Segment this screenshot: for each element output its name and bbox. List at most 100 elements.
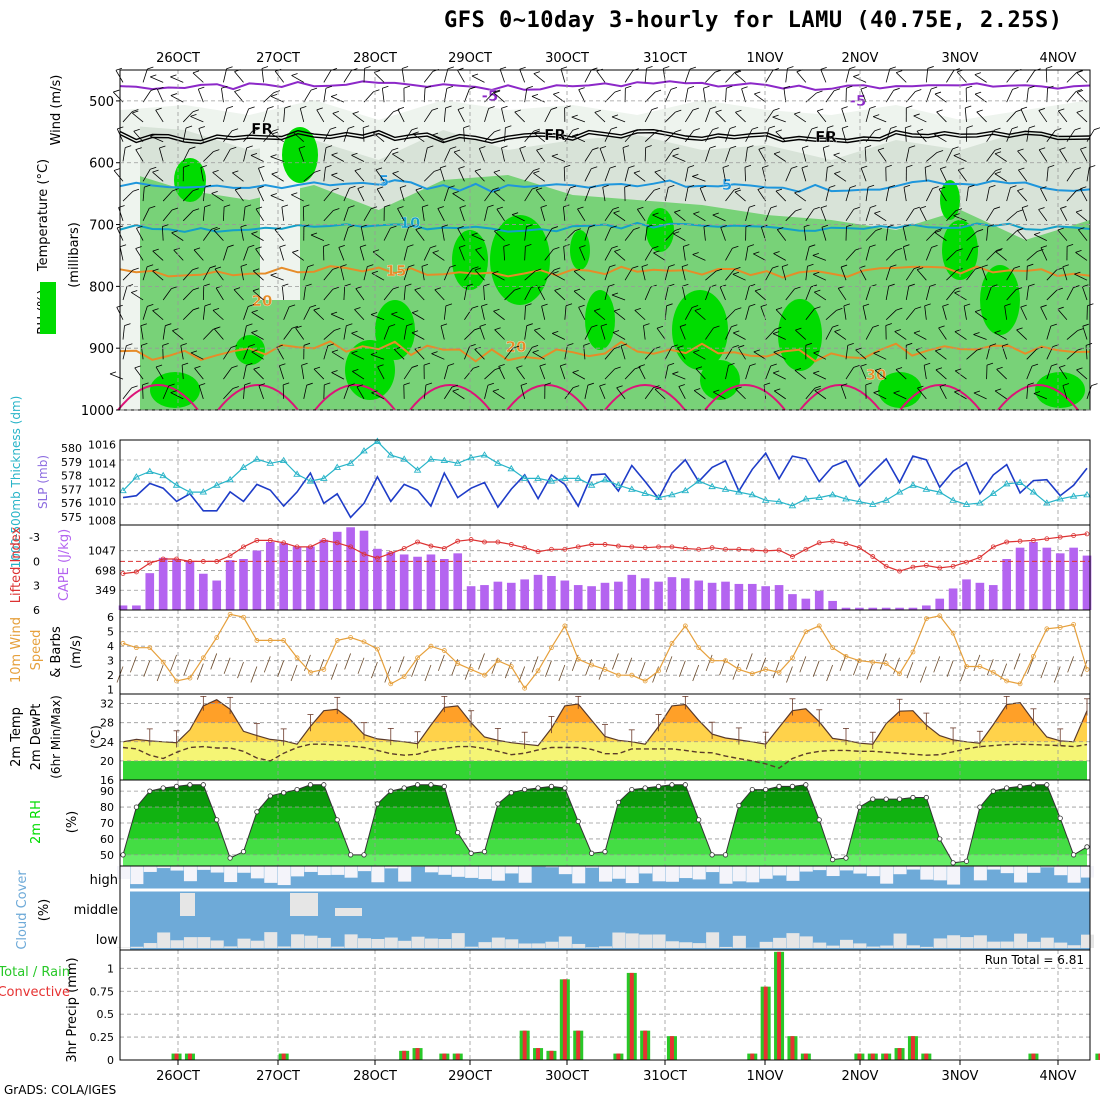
wind-barb xyxy=(829,185,836,188)
wind-barb xyxy=(1016,230,1028,241)
wind-barb xyxy=(924,303,931,307)
wind-barb xyxy=(855,349,867,360)
wind-barb xyxy=(494,327,501,331)
wind-barb xyxy=(966,187,969,202)
wind-speed-point xyxy=(763,666,769,672)
wind-barb xyxy=(873,390,880,394)
wind-barb xyxy=(150,166,157,170)
cape-bar xyxy=(506,582,516,610)
wind-barb xyxy=(383,326,390,340)
wind-speed-point xyxy=(642,678,648,684)
thickness-point xyxy=(614,481,623,488)
wind-barb xyxy=(511,212,519,216)
wind-speed-point xyxy=(428,643,434,649)
low-cloud-gap xyxy=(558,936,572,948)
wind-barb xyxy=(955,208,963,211)
thickness-point xyxy=(212,481,221,488)
wind-barb xyxy=(150,135,164,143)
cape-bar xyxy=(1029,542,1038,610)
wind-barb xyxy=(213,230,224,241)
wind-barb xyxy=(994,173,1007,182)
wind-barb xyxy=(330,94,338,97)
wind-barb xyxy=(773,153,786,162)
thickness-point xyxy=(842,495,850,502)
low-cloud-gap xyxy=(665,941,679,948)
wind-barb xyxy=(246,145,253,149)
wind-barb xyxy=(423,362,431,366)
wind-barb xyxy=(540,205,547,208)
wind-barb xyxy=(964,107,967,122)
wind-barb xyxy=(624,70,634,83)
wind-barb xyxy=(270,272,277,276)
wind-speed-point xyxy=(1004,678,1010,684)
wind-barb xyxy=(361,224,368,228)
wind-barb xyxy=(162,385,169,400)
high-cloud-gap xyxy=(197,866,211,870)
rh-point xyxy=(589,850,595,856)
ylabel-wind-units: (m/s) xyxy=(69,635,84,669)
wind-barb xyxy=(258,168,264,182)
high-cloud-gap xyxy=(170,866,184,871)
wind-barb xyxy=(633,170,641,174)
wind-barb xyxy=(678,386,686,400)
y-tick-label: 800 xyxy=(89,280,114,295)
wind-barb xyxy=(966,125,973,129)
wind-barb xyxy=(938,188,947,202)
wind-barb xyxy=(252,270,264,281)
wind-barb xyxy=(463,125,470,129)
wind-barb xyxy=(923,365,927,380)
wind-barb xyxy=(674,228,682,231)
wind-barb xyxy=(150,76,164,83)
wind-barb xyxy=(946,250,957,261)
wind-barb xyxy=(213,328,224,340)
high-cloud-gap xyxy=(639,866,653,874)
high-cloud-gap xyxy=(331,866,345,875)
wind-speed-point xyxy=(388,681,394,687)
low-cloud-gap xyxy=(183,937,197,948)
li-tick-label: 3 xyxy=(33,580,40,593)
precip-tick-label: 1 xyxy=(107,962,114,975)
precip-convective-bar xyxy=(803,1053,808,1060)
wind-barb xyxy=(267,106,274,109)
wind-barb xyxy=(693,349,700,353)
ylabel-cloud-cover: Cloud Cover xyxy=(15,870,30,950)
precip-convective-bar xyxy=(1031,1053,1036,1060)
wind-barb xyxy=(725,347,734,360)
wind-barb xyxy=(484,108,489,123)
lifted-index-point xyxy=(897,568,902,574)
wind-barb xyxy=(270,154,277,157)
wind-barb xyxy=(995,388,1002,392)
wind-barb xyxy=(975,309,982,313)
wind-barb xyxy=(227,244,234,248)
wind-barb xyxy=(147,66,154,70)
wind-barb xyxy=(325,85,333,89)
wind-barb xyxy=(1066,169,1076,182)
wind-barb xyxy=(316,107,323,111)
wind-barb xyxy=(330,313,345,321)
wind-barb xyxy=(772,265,779,269)
wind-barb xyxy=(348,383,355,387)
page-title: GFS 0~10day 3-hourly for LAMU (40.75E, 2… xyxy=(444,8,1063,33)
wind-barb xyxy=(279,244,286,248)
wind-barb xyxy=(452,191,459,194)
wind-barb-10m xyxy=(156,664,164,682)
thickness-point xyxy=(520,474,529,481)
wind-barb xyxy=(270,195,284,202)
rh-point xyxy=(334,817,340,823)
thickness-tick-label: 579 xyxy=(61,456,82,469)
wind-barb-10m xyxy=(263,656,271,673)
wind-speed-point xyxy=(1044,626,1050,632)
wind-barb xyxy=(840,264,848,268)
thickness-point xyxy=(172,481,181,488)
rh-point xyxy=(508,790,514,796)
date-label-bottom: 29OCT xyxy=(448,1069,492,1084)
wind-barb xyxy=(874,128,881,132)
wind-barb xyxy=(484,207,488,221)
high-cloud-gap xyxy=(826,866,840,877)
rh-point xyxy=(1071,852,1077,858)
wind-barb xyxy=(182,127,187,142)
wind-barb xyxy=(684,167,689,182)
thickness-point xyxy=(453,459,462,466)
wind-barb xyxy=(325,145,333,149)
wind-speed-point xyxy=(602,666,608,672)
